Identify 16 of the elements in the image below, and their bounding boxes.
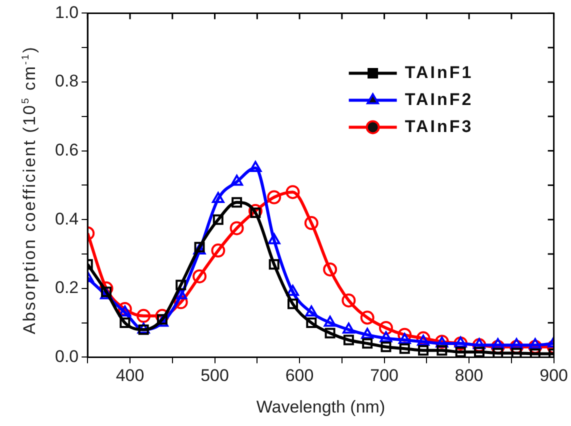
y-tick-label: 0.4: [54, 209, 79, 228]
legend-label: TAInF1: [404, 62, 474, 82]
x-tick-label: 400: [116, 366, 144, 386]
x-tick-label: 900: [540, 366, 568, 386]
x-tick-label: 700: [370, 366, 398, 386]
y-tick-label: 0.0: [54, 346, 79, 366]
y-tick-label: 0.8: [54, 72, 79, 91]
x-tick-label: 500: [200, 366, 229, 386]
legend-label: TAInF2: [404, 90, 474, 109]
x-tick-label: 800: [454, 366, 484, 386]
legend-label: TAInF3: [404, 116, 474, 136]
x-axis-title: Wavelength (nm): [256, 397, 386, 416]
y-tick-label: 0.2: [54, 278, 79, 298]
y-tick-label: 0.6: [54, 140, 79, 160]
y-tick-label: 1.0: [54, 2, 79, 22]
x-tick-label: 600: [285, 366, 314, 386]
